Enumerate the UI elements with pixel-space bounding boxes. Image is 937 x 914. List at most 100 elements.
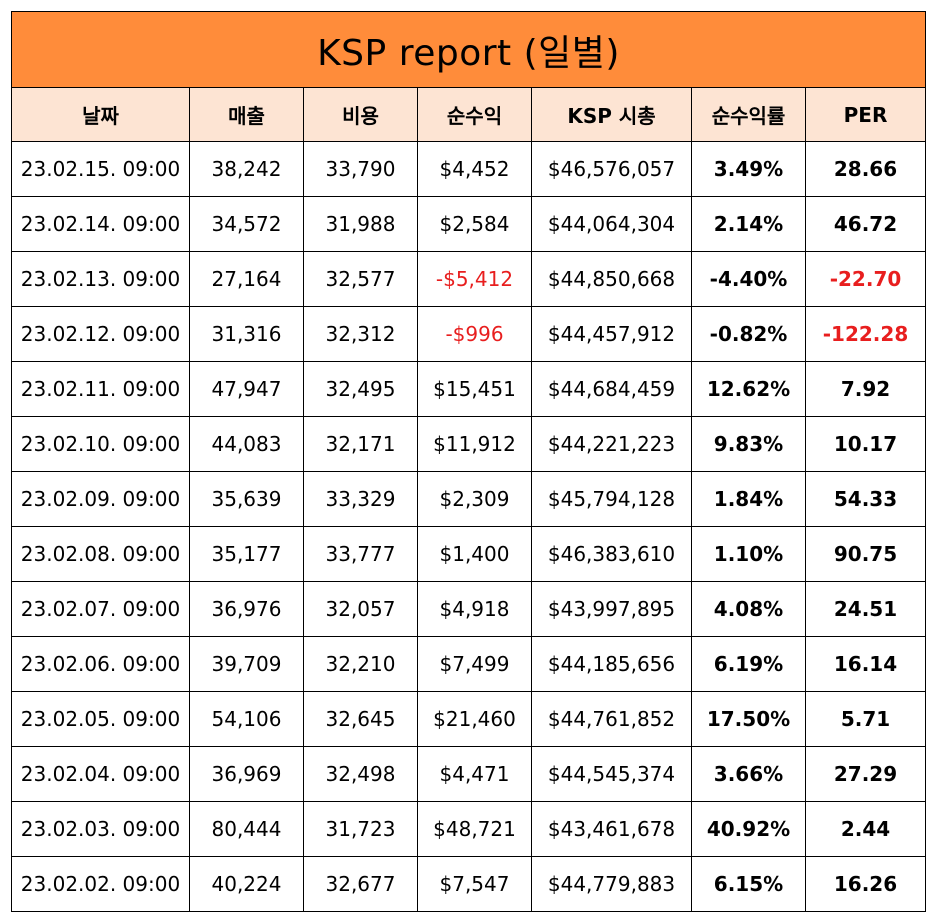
cell-date: 23.02.04. 09:00 (11, 746, 190, 802)
cell-net-profit: -$5,412 (417, 251, 532, 307)
cell-net-margin: 6.15% (691, 856, 806, 912)
cell-per: 46.72 (805, 196, 926, 252)
column-header-sales: 매출 (189, 87, 304, 142)
cell-sales: 36,976 (189, 581, 304, 637)
cell-cost: 31,988 (303, 196, 418, 252)
cell-cost: 32,495 (303, 361, 418, 417)
cell-market-cap: $43,997,895 (531, 581, 692, 637)
cell-net-margin: 4.08% (691, 581, 806, 637)
cell-per: 16.14 (805, 636, 926, 692)
cell-cost: 32,210 (303, 636, 418, 692)
cell-date: 23.02.11. 09:00 (11, 361, 190, 417)
cell-net-profit: $1,400 (417, 526, 532, 582)
cell-market-cap: $43,461,678 (531, 801, 692, 857)
cell-date: 23.02.09. 09:00 (11, 471, 190, 527)
cell-date: 23.02.13. 09:00 (11, 251, 190, 307)
report-title: KSP report (일별) (11, 11, 926, 88)
cell-net-profit: $4,471 (417, 746, 532, 802)
cell-sales: 35,639 (189, 471, 304, 527)
table-row: 23.02.15. 09:00 38,242 33,790 $4,452 $46,576… (11, 141, 926, 197)
cell-net-margin: -4.40% (691, 251, 806, 307)
cell-sales: 44,083 (189, 416, 304, 472)
cell-per: 10.17 (805, 416, 926, 472)
table-row: 23.02.07. 09:00 36,976 32,057 $4,918 $43,997… (11, 581, 926, 637)
column-header-row: 날짜 매출 비용 순수익 KSP 시총 순수익률 PER (11, 87, 926, 142)
cell-net-margin: 9.83% (691, 416, 806, 472)
cell-cost: 32,312 (303, 306, 418, 362)
cell-net-profit: $7,547 (417, 856, 532, 912)
cell-cost: 32,577 (303, 251, 418, 307)
cell-market-cap: $46,576,057 (531, 141, 692, 197)
cell-market-cap: $44,684,459 (531, 361, 692, 417)
cell-market-cap: $44,779,883 (531, 856, 692, 912)
cell-market-cap: $44,221,223 (531, 416, 692, 472)
cell-sales: 47,947 (189, 361, 304, 417)
column-header-date: 날짜 (11, 87, 190, 142)
report-body: 23.02.15. 09:00 38,242 33,790 $4,452 $46,576… (11, 141, 926, 912)
column-header-per: PER (805, 87, 926, 142)
cell-per: 24.51 (805, 581, 926, 637)
cell-per: 27.29 (805, 746, 926, 802)
cell-net-profit: -$996 (417, 306, 532, 362)
table-row: 23.02.09. 09:00 35,639 33,329 $2,309 $45,794… (11, 471, 926, 527)
cell-sales: 34,572 (189, 196, 304, 252)
cell-net-margin: 17.50% (691, 691, 806, 747)
cell-date: 23.02.15. 09:00 (11, 141, 190, 197)
cell-net-margin: 12.62% (691, 361, 806, 417)
cell-date: 23.02.10. 09:00 (11, 416, 190, 472)
cell-per: 16.26 (805, 856, 926, 912)
cell-sales: 40,224 (189, 856, 304, 912)
cell-cost: 33,329 (303, 471, 418, 527)
cell-per: 28.66 (805, 141, 926, 197)
cell-cost: 32,057 (303, 581, 418, 637)
table-row: 23.02.08. 09:00 35,177 33,777 $1,400 $46,383… (11, 526, 926, 582)
cell-net-profit: $2,584 (417, 196, 532, 252)
table-row: 23.02.05. 09:00 54,106 32,645 $21,460 $44,76… (11, 691, 926, 747)
cell-date: 23.02.12. 09:00 (11, 306, 190, 362)
cell-sales: 80,444 (189, 801, 304, 857)
cell-net-margin: 3.49% (691, 141, 806, 197)
cell-sales: 54,106 (189, 691, 304, 747)
cell-net-margin: 2.14% (691, 196, 806, 252)
table-row: 23.02.04. 09:00 36,969 32,498 $4,471 $44,545… (11, 746, 926, 802)
cell-date: 23.02.06. 09:00 (11, 636, 190, 692)
cell-net-profit: $15,451 (417, 361, 532, 417)
cell-per: -22.70 (805, 251, 926, 307)
cell-net-margin: -0.82% (691, 306, 806, 362)
cell-cost: 32,677 (303, 856, 418, 912)
cell-net-profit: $7,499 (417, 636, 532, 692)
cell-date: 23.02.14. 09:00 (11, 196, 190, 252)
cell-net-profit: $2,309 (417, 471, 532, 527)
cell-market-cap: $45,794,128 (531, 471, 692, 527)
cell-per: 90.75 (805, 526, 926, 582)
cell-date: 23.02.03. 09:00 (11, 801, 190, 857)
cell-date: 23.02.08. 09:00 (11, 526, 190, 582)
cell-date: 23.02.02. 09:00 (11, 856, 190, 912)
cell-net-profit: $4,452 (417, 141, 532, 197)
column-header-net-profit: 순수익 (417, 87, 532, 142)
cell-cost: 32,645 (303, 691, 418, 747)
cell-net-margin: 1.84% (691, 471, 806, 527)
table-row: 23.02.12. 09:00 31,316 32,312 -$996 $44,457,… (11, 306, 926, 362)
cell-per: 5.71 (805, 691, 926, 747)
cell-net-margin: 6.19% (691, 636, 806, 692)
ksp-report-table: KSP report (일별) 날짜 매출 비용 순수익 KSP 시총 순수익률… (11, 11, 926, 912)
column-header-market-cap: KSP 시총 (531, 87, 692, 142)
cell-date: 23.02.07. 09:00 (11, 581, 190, 637)
cell-market-cap: $46,383,610 (531, 526, 692, 582)
cell-net-margin: 3.66% (691, 746, 806, 802)
cell-per: -122.28 (805, 306, 926, 362)
table-row: 23.02.10. 09:00 44,083 32,171 $11,912 $44,22… (11, 416, 926, 472)
cell-date: 23.02.05. 09:00 (11, 691, 190, 747)
cell-sales: 36,969 (189, 746, 304, 802)
cell-cost: 32,498 (303, 746, 418, 802)
table-row: 23.02.02. 09:00 40,224 32,677 $7,547 $44,779… (11, 856, 926, 912)
cell-cost: 31,723 (303, 801, 418, 857)
cell-market-cap: $44,185,656 (531, 636, 692, 692)
cell-sales: 27,164 (189, 251, 304, 307)
cell-market-cap: $44,457,912 (531, 306, 692, 362)
cell-per: 2.44 (805, 801, 926, 857)
cell-sales: 31,316 (189, 306, 304, 362)
cell-per: 7.92 (805, 361, 926, 417)
cell-market-cap: $44,850,668 (531, 251, 692, 307)
